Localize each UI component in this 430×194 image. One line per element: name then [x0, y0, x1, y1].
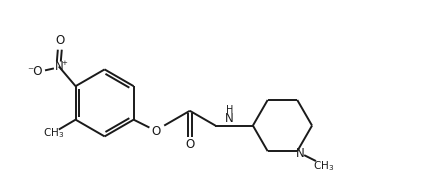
- Text: H: H: [225, 105, 232, 115]
- Text: CH$_3$: CH$_3$: [313, 159, 334, 173]
- Text: CH$_3$: CH$_3$: [43, 126, 64, 140]
- Text: O: O: [185, 138, 194, 151]
- Text: N: N: [54, 60, 63, 73]
- Text: N: N: [295, 147, 304, 160]
- Text: +: +: [61, 60, 67, 66]
- Text: N: N: [224, 112, 233, 125]
- Text: ⁻O: ⁻O: [28, 65, 43, 78]
- Text: O: O: [55, 34, 64, 47]
- Text: O: O: [151, 125, 160, 138]
